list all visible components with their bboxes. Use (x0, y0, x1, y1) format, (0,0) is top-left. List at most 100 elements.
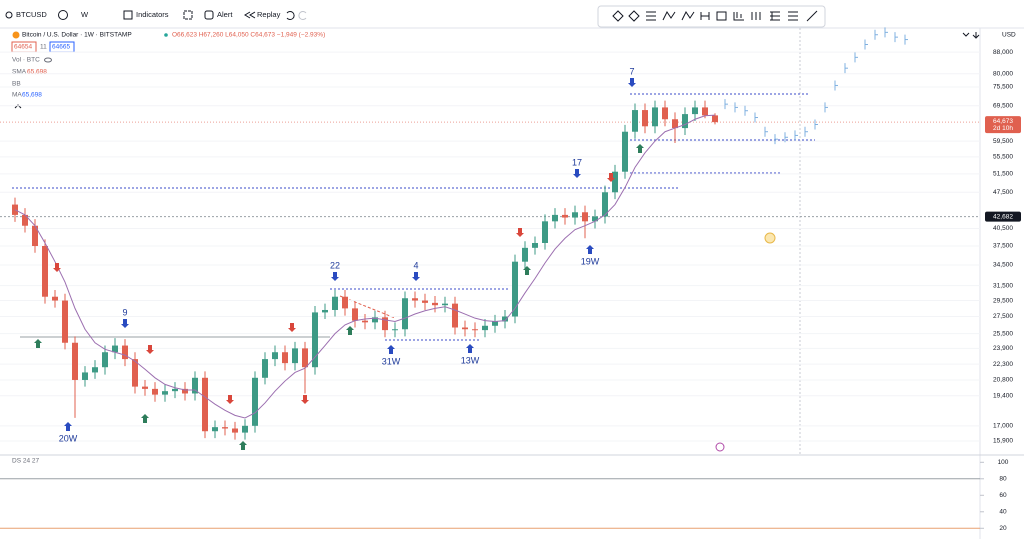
y-tick-label: 55,500 (993, 154, 1013, 161)
undo-icon[interactable] (286, 11, 295, 20)
y-tick-label: 19,400 (993, 393, 1013, 400)
signal-arrow (412, 272, 420, 281)
y-tick-label: 40,500 (993, 225, 1013, 232)
signal-label: 7 (629, 66, 634, 76)
layout-icon[interactable] (183, 10, 193, 20)
tool-icon[interactable] (733, 12, 744, 21)
signal-arrow (573, 169, 581, 178)
candle-body (502, 316, 508, 322)
signal-arrow (64, 422, 72, 431)
compare-icon[interactable] (58, 10, 68, 20)
tool-icon[interactable] (681, 11, 695, 21)
tool-icon[interactable] (716, 11, 727, 21)
tool-icon[interactable] (770, 11, 780, 21)
symbol[interactable]: BTCUSD (16, 10, 47, 19)
alert-button[interactable]: Alert (217, 10, 233, 19)
indicators-button[interactable]: Indicators (136, 10, 169, 19)
scale-controls[interactable] (962, 32, 980, 39)
tool-icon[interactable] (628, 10, 640, 22)
candle-body (332, 296, 338, 310)
candle-body (42, 246, 48, 297)
signal-label: 4 (413, 260, 418, 270)
candle-body (402, 298, 408, 330)
last-price-label: 64,673 (993, 118, 1013, 125)
tool-icon[interactable] (700, 12, 710, 20)
candle-body (282, 352, 288, 364)
tool-icon[interactable] (612, 10, 624, 22)
candle-body (512, 261, 518, 317)
crosshair-label: 42,682 (993, 213, 1013, 220)
drawings (12, 93, 815, 341)
y-tick-label: 69,500 (993, 102, 1013, 109)
signal-label: 13W (461, 355, 480, 365)
y-tick-label: 51,500 (993, 171, 1013, 178)
candle-body (62, 300, 68, 343)
candle-body (232, 428, 238, 433)
candle-body (432, 302, 438, 306)
collapse-legend[interactable] (14, 104, 22, 109)
tool-icon[interactable] (806, 10, 818, 22)
candle-body (672, 119, 678, 129)
candle-body (712, 115, 718, 123)
candle-body (212, 427, 218, 432)
candle-body (622, 131, 628, 172)
y-tick-label: 15,900 (993, 438, 1013, 445)
tool-icon[interactable] (788, 11, 798, 21)
candle-body (92, 367, 98, 373)
search-icon[interactable] (5, 11, 13, 19)
candle-body (312, 312, 318, 368)
signal-arrow (628, 78, 636, 87)
sell-arrow (226, 395, 234, 404)
candle-body (632, 110, 638, 132)
legend-title: Bitcoin / U.S. Dollar · 1W · BITSTAMP (22, 32, 132, 39)
candle-body (252, 377, 258, 426)
candle-body (562, 214, 568, 218)
replay-button[interactable]: Replay (257, 10, 281, 19)
tool-icon[interactable] (646, 11, 656, 21)
interval[interactable]: W (81, 10, 89, 19)
alert-icon[interactable] (204, 10, 214, 20)
candle-body (22, 214, 28, 226)
spread: 11 (40, 44, 47, 51)
visibility-icon[interactable] (44, 57, 52, 63)
candle-body (122, 345, 128, 360)
buy-arrow (636, 144, 644, 153)
indicators-icon[interactable] (123, 10, 133, 20)
candle-body (412, 298, 418, 301)
candle-body (342, 296, 348, 309)
candle-body (102, 352, 108, 368)
candle-body (642, 110, 648, 127)
y-tick-label: 29,500 (993, 297, 1013, 304)
candle-body (382, 317, 388, 331)
sma-legend: SMA (12, 69, 27, 76)
candle-body (652, 107, 658, 127)
countdown: 2d 10h (993, 125, 1013, 132)
y-tick-label: 59,500 (993, 138, 1013, 145)
redo-icon[interactable] (298, 11, 307, 20)
replay-icon[interactable] (244, 11, 256, 19)
last-price-box (985, 116, 1021, 134)
y-tick-label: 31,500 (993, 282, 1013, 289)
candle-body (692, 107, 698, 115)
candle-body (492, 321, 498, 326)
signal-label: 31W (382, 356, 401, 366)
y-tick-label: 27,500 (993, 313, 1013, 320)
candle-body (202, 377, 208, 432)
event-marker[interactable] (715, 442, 725, 452)
moving-average (14, 114, 716, 419)
y-tick-label: 25,500 (993, 330, 1013, 337)
candle-body (52, 296, 58, 301)
bid-price: 64654 (14, 44, 32, 51)
tool-icon[interactable] (751, 12, 761, 20)
candle-body (242, 425, 248, 433)
candle-body (462, 327, 468, 330)
symbol-logo (12, 31, 20, 39)
drawing-toolbar (597, 5, 826, 28)
tool-icon[interactable] (662, 11, 676, 21)
candle-body (452, 303, 458, 328)
candle-body (172, 388, 178, 392)
buy-arrow (523, 266, 531, 275)
candle-body (82, 372, 88, 380)
cursor-highlight (764, 232, 776, 244)
